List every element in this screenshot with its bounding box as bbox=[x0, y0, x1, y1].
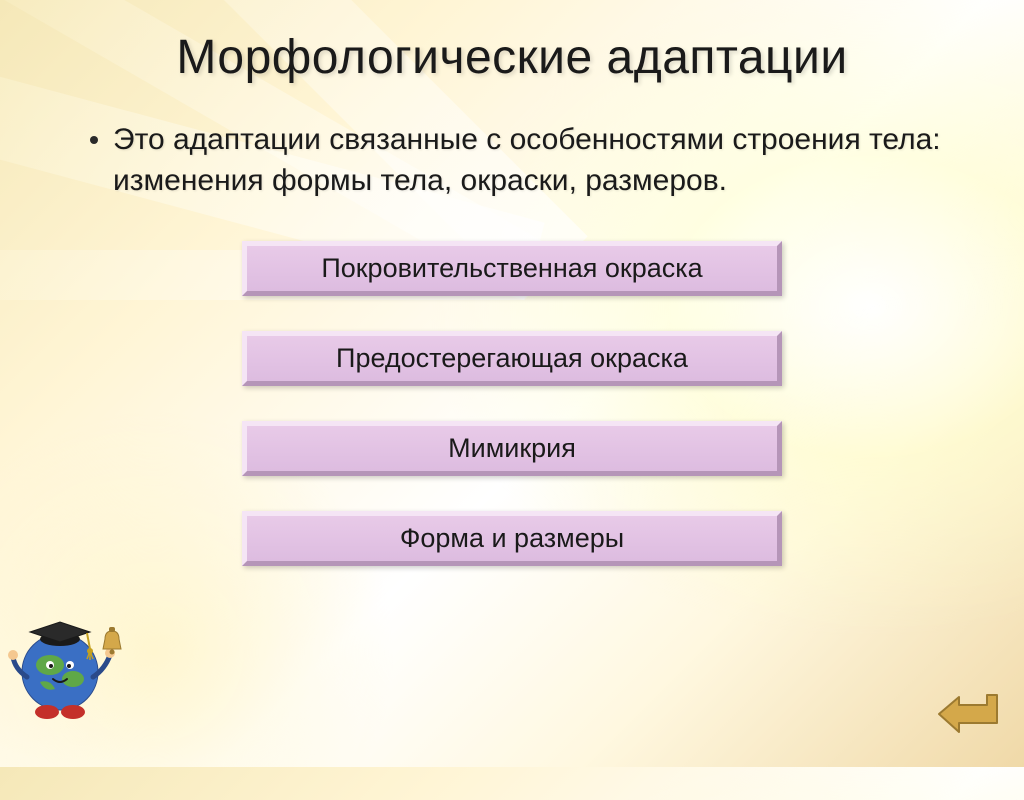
category-label: Форма и размеры bbox=[400, 523, 624, 554]
slide-description: Это адаптации связанные с особенностями … bbox=[113, 120, 964, 201]
back-nav-button[interactable] bbox=[929, 687, 999, 742]
category-button-mimicry[interactable]: Мимикрия bbox=[242, 421, 782, 476]
mascot-globe-character bbox=[5, 597, 135, 727]
category-label: Мимикрия bbox=[448, 433, 576, 464]
category-label: Предостерегающая окраска bbox=[336, 343, 688, 374]
categories-container: Покровительственная окраска Предостерега… bbox=[60, 241, 964, 566]
category-label: Покровительственная окраска bbox=[321, 253, 702, 284]
category-button-protective-coloring[interactable]: Покровительственная окраска bbox=[242, 241, 782, 296]
slide-container: Морфологические адаптации Это адаптации … bbox=[0, 0, 1024, 767]
category-button-warning-coloring[interactable]: Предостерегающая окраска bbox=[242, 331, 782, 386]
slide-title: Морфологические адаптации bbox=[60, 30, 964, 85]
category-button-shape-size[interactable]: Форма и размеры bbox=[242, 511, 782, 566]
description-block: Это адаптации связанные с особенностями … bbox=[60, 120, 964, 201]
bullet-icon bbox=[90, 136, 98, 144]
